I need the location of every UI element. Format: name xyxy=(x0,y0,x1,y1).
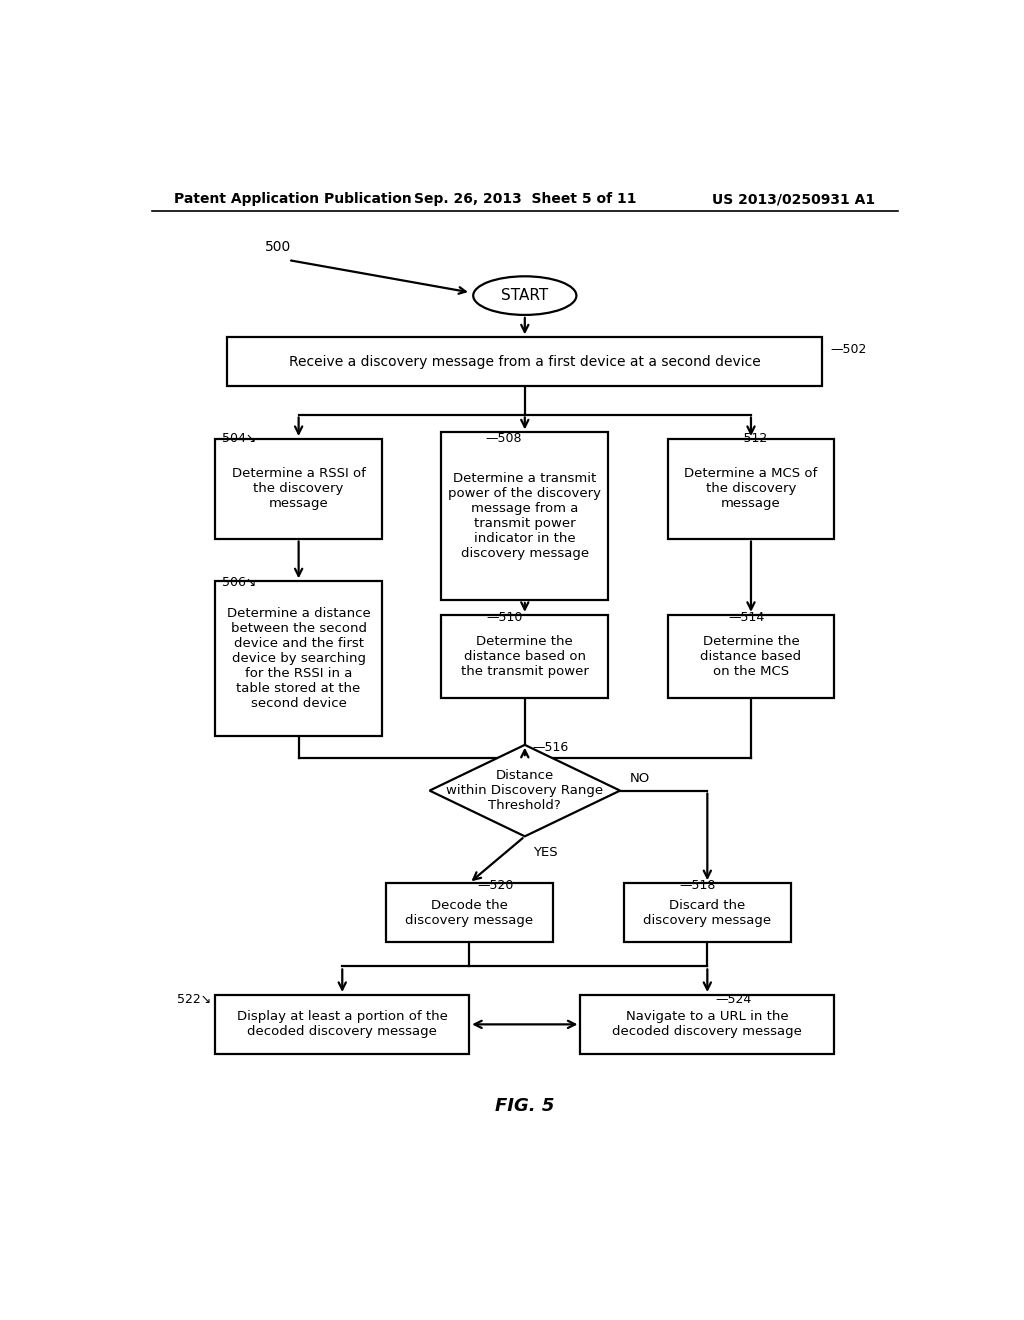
Text: Display at least a portion of the
decoded discovery message: Display at least a portion of the decode… xyxy=(237,1010,447,1039)
FancyBboxPatch shape xyxy=(624,883,791,942)
Text: 500: 500 xyxy=(264,240,291,253)
Text: —524: —524 xyxy=(715,994,752,1006)
Text: Determine the
distance based
on the MCS: Determine the distance based on the MCS xyxy=(700,635,802,678)
Text: —510: —510 xyxy=(486,611,523,624)
Text: Determine a MCS of
the discovery
message: Determine a MCS of the discovery message xyxy=(684,467,817,511)
Text: —512: —512 xyxy=(731,433,767,445)
Text: —508: —508 xyxy=(485,433,521,445)
Text: 522↘: 522↘ xyxy=(177,994,211,1006)
Text: —520: —520 xyxy=(477,879,514,891)
Text: Determine a RSSI of
the discovery
message: Determine a RSSI of the discovery messag… xyxy=(231,467,366,511)
Text: Decode the
discovery message: Decode the discovery message xyxy=(406,899,534,927)
FancyBboxPatch shape xyxy=(441,433,608,601)
FancyBboxPatch shape xyxy=(668,615,835,698)
Text: —514: —514 xyxy=(728,611,764,624)
FancyBboxPatch shape xyxy=(668,440,835,539)
Text: Patent Application Publication: Patent Application Publication xyxy=(174,191,412,206)
Text: 506↘: 506↘ xyxy=(221,576,256,589)
FancyBboxPatch shape xyxy=(215,581,382,735)
FancyBboxPatch shape xyxy=(215,995,469,1053)
Text: Determine a transmit
power of the discovery
message from a
transmit power
indica: Determine a transmit power of the discov… xyxy=(449,473,601,560)
FancyBboxPatch shape xyxy=(581,995,835,1053)
Text: Sep. 26, 2013  Sheet 5 of 11: Sep. 26, 2013 Sheet 5 of 11 xyxy=(414,191,636,206)
Polygon shape xyxy=(430,744,620,837)
Text: Determine the
distance based on
the transmit power: Determine the distance based on the tran… xyxy=(461,635,589,678)
FancyBboxPatch shape xyxy=(227,338,822,385)
Text: —502: —502 xyxy=(830,343,866,356)
Text: Receive a discovery message from a first device at a second device: Receive a discovery message from a first… xyxy=(289,355,761,368)
Text: 504↘: 504↘ xyxy=(221,433,256,445)
Text: Determine a distance
between the second
device and the first
device by searching: Determine a distance between the second … xyxy=(226,607,371,710)
Text: YES: YES xyxy=(532,846,557,859)
Text: Discard the
discovery message: Discard the discovery message xyxy=(643,899,771,927)
Ellipse shape xyxy=(473,276,577,315)
FancyBboxPatch shape xyxy=(441,615,608,698)
Text: Navigate to a URL in the
decoded discovery message: Navigate to a URL in the decoded discove… xyxy=(612,1010,802,1039)
FancyBboxPatch shape xyxy=(215,440,382,539)
Text: —516: —516 xyxy=(532,742,569,755)
Text: NO: NO xyxy=(630,772,650,785)
Text: START: START xyxy=(501,288,549,304)
Text: FIG. 5: FIG. 5 xyxy=(496,1097,554,1114)
Text: US 2013/0250931 A1: US 2013/0250931 A1 xyxy=(713,191,876,206)
FancyBboxPatch shape xyxy=(386,883,553,942)
Text: Distance
within Discovery Range
Threshold?: Distance within Discovery Range Threshol… xyxy=(446,770,603,812)
Text: —518: —518 xyxy=(680,879,716,891)
